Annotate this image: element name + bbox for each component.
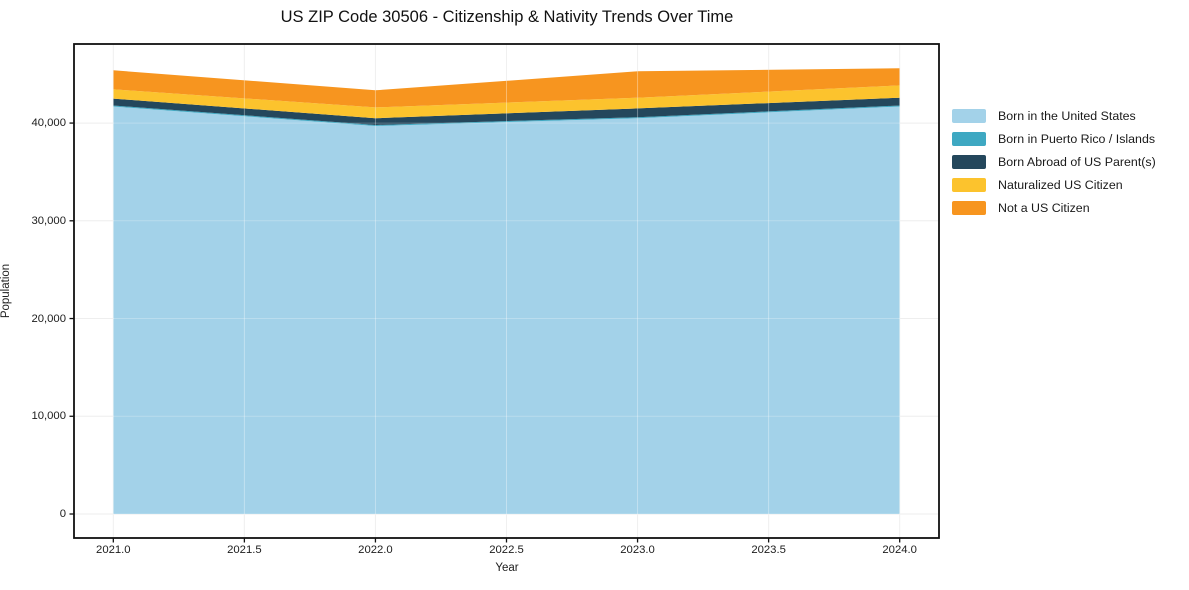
- legend-label: Born Abroad of US Parent(s): [998, 155, 1156, 169]
- x-tick-label: 2024.0: [882, 544, 917, 556]
- x-axis-label: Year: [495, 562, 519, 574]
- y-axis-label: Population: [0, 263, 12, 319]
- legend-row: Naturalized US Citizen: [952, 178, 1156, 192]
- x-tick-label: 2021.5: [227, 544, 262, 556]
- legend-label: Born in the United States: [998, 109, 1136, 123]
- x-tick-label: 2022.0: [358, 544, 393, 556]
- x-tick-label: 2023.5: [751, 544, 786, 556]
- legend-label: Naturalized US Citizen: [998, 178, 1123, 192]
- legend-row: Born in Puerto Rico / Islands: [952, 132, 1156, 146]
- area-series: [113, 85, 900, 119]
- area-series: [113, 105, 900, 126]
- area-series: [113, 68, 900, 108]
- y-tick-label: 40,000: [31, 117, 66, 130]
- legend-row: Not a US Citizen: [952, 201, 1156, 215]
- x-tick-label: 2023.0: [620, 544, 655, 556]
- y-tick-label: 10,000: [31, 410, 66, 423]
- legend-row: Born in the United States: [952, 109, 1156, 123]
- x-tick-label: 2021.0: [96, 544, 131, 556]
- legend-swatch: [952, 201, 986, 215]
- y-tick-label: 0: [59, 508, 66, 520]
- legend-swatch: [952, 155, 986, 169]
- area-series: [113, 106, 900, 514]
- area-series: [113, 97, 900, 125]
- legend-row: Born Abroad of US Parent(s): [952, 155, 1156, 169]
- y-tick-label: 30,000: [31, 214, 66, 227]
- legend-label: Born in Puerto Rico / Islands: [998, 132, 1156, 146]
- legend-label: Not a US Citizen: [998, 201, 1090, 215]
- chart-title: US ZIP Code 30506 - Citizenship & Nativi…: [280, 8, 734, 26]
- legend-swatch: [952, 178, 986, 192]
- y-tick-label: 20,000: [31, 312, 66, 325]
- legend: Born in the United States Born in Puerto …: [952, 109, 1156, 224]
- legend-swatch: [952, 109, 986, 123]
- x-tick-label: 2022.5: [489, 544, 524, 556]
- legend-swatch: [952, 132, 986, 146]
